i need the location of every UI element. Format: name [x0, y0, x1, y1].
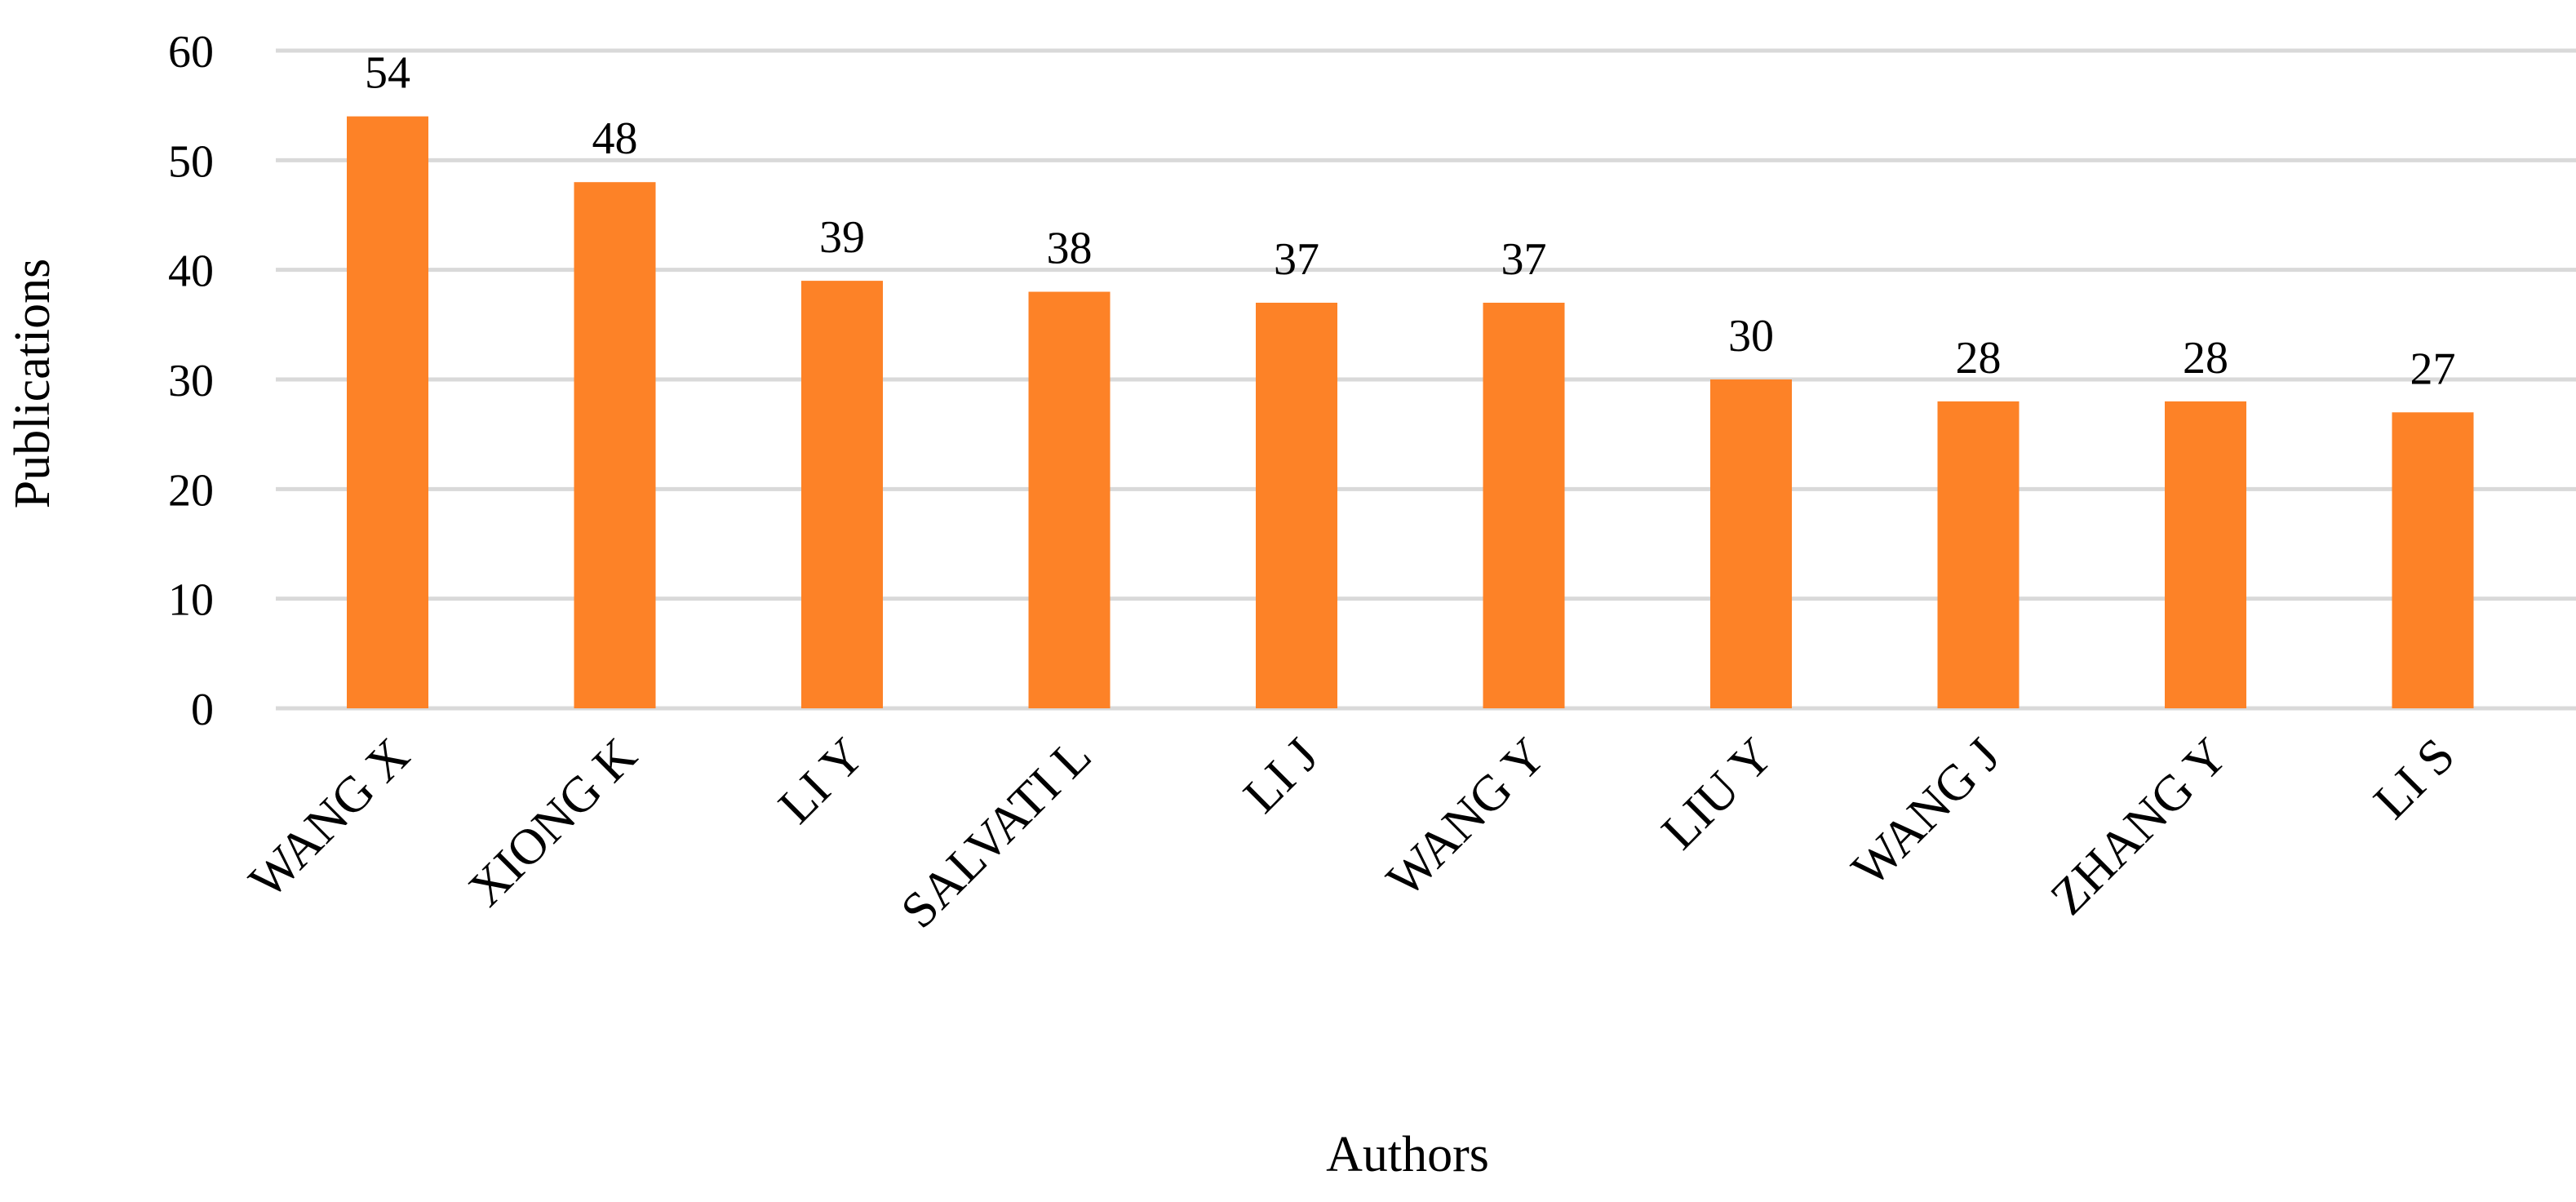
x-axis-category-labels: WANG X XIONG K LI Y SALVATI L LI J WANG Y LIU … — [239, 728, 2466, 939]
y-tick-label: 60 — [168, 27, 214, 78]
y-axis-ticks: 0 10 20 30 40 50 60 — [168, 27, 214, 735]
y-tick-label: 10 — [168, 575, 214, 626]
bar — [1256, 302, 1337, 708]
bar — [2392, 412, 2474, 708]
x-tick-label: WANG X — [239, 728, 420, 909]
bar — [1028, 291, 1111, 708]
data-labels: 54 48 39 38 37 37 30 28 28 27 — [365, 48, 2456, 395]
bar — [1937, 401, 2020, 708]
bar-value-label: 54 — [365, 48, 410, 99]
x-tick-label: LI Y — [768, 728, 874, 834]
bar-value-label: 28 — [1956, 333, 2002, 384]
x-tick-label: LIU Y — [1652, 728, 1784, 860]
y-axis-title: Publications — [5, 259, 60, 509]
x-tick-label: WANG Y — [1377, 728, 1557, 908]
x-tick-label: WANG J — [1842, 728, 2011, 898]
bar — [1710, 379, 1792, 708]
bar-value-label: 48 — [592, 113, 638, 164]
x-tick-label: SALVATI L — [891, 728, 1102, 939]
bar — [574, 182, 656, 708]
bars — [347, 116, 2474, 709]
bar-value-label: 37 — [1274, 234, 1319, 285]
x-tick-label: LI S — [2364, 728, 2466, 830]
x-axis-title: Authors — [1326, 1127, 1489, 1182]
y-tick-label: 20 — [168, 465, 214, 516]
y-tick-label: 50 — [168, 136, 214, 187]
bar-value-label: 38 — [1047, 224, 1093, 274]
bar-value-label: 30 — [1728, 311, 1774, 361]
y-tick-label: 40 — [168, 246, 214, 297]
bar-value-label: 37 — [1501, 234, 1547, 285]
bar-value-label: 27 — [2410, 344, 2456, 394]
gridlines — [276, 48, 2576, 711]
bar — [2165, 401, 2246, 708]
bar-value-label: 39 — [819, 212, 865, 263]
y-tick-label: 30 — [168, 356, 214, 406]
bar — [801, 281, 883, 709]
x-tick-label: XIONG K — [458, 728, 647, 917]
bar — [347, 116, 428, 709]
bar — [1483, 302, 1565, 708]
x-tick-label: LI J — [1233, 728, 1328, 823]
x-tick-label: ZHANG Y — [2040, 728, 2238, 926]
y-tick-label: 0 — [191, 685, 214, 735]
bar-value-label: 28 — [2183, 333, 2228, 384]
